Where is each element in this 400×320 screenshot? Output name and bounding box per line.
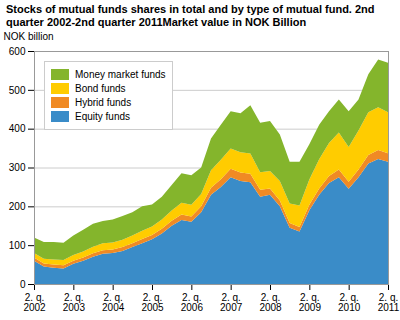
svg-text:2. q.2009: 2. q.2009 bbox=[299, 292, 322, 313]
svg-text:2. q.2004: 2. q.2004 bbox=[102, 292, 125, 313]
svg-text:2. q.2006: 2. q.2006 bbox=[181, 292, 204, 313]
svg-text:300: 300 bbox=[9, 162, 26, 173]
svg-text:2. q.2008: 2. q.2008 bbox=[259, 292, 282, 313]
svg-text:2. q.2003: 2. q.2003 bbox=[63, 292, 86, 313]
svg-text:600: 600 bbox=[9, 46, 26, 57]
svg-text:100: 100 bbox=[9, 240, 26, 251]
svg-text:2. q.2011: 2. q.2011 bbox=[378, 292, 400, 313]
html-text:Equity funds: Equity funds bbox=[75, 111, 130, 122]
svg-text:400: 400 bbox=[9, 123, 26, 134]
svg-text:2. q.2005: 2. q.2005 bbox=[141, 292, 164, 313]
html-text:Stocks of mutual funds shares: Stocks of mutual funds shares in total a… bbox=[6, 3, 375, 28]
svg-text:NOK billion: NOK billion bbox=[4, 31, 54, 42]
svg-text:0: 0 bbox=[20, 279, 26, 290]
svg-text:200: 200 bbox=[9, 201, 26, 212]
html-text:Bond funds: Bond funds bbox=[75, 83, 126, 94]
svg-text:2. q.2007: 2. q.2007 bbox=[220, 292, 243, 313]
svg-text:2. q.2002: 2. q.2002 bbox=[23, 292, 46, 313]
svg-text:2. q.2010: 2. q.2010 bbox=[338, 292, 361, 313]
svg-text:500: 500 bbox=[9, 85, 26, 96]
html-text:Money market funds: Money market funds bbox=[75, 69, 166, 80]
html-text:Hybrid funds: Hybrid funds bbox=[75, 97, 132, 108]
